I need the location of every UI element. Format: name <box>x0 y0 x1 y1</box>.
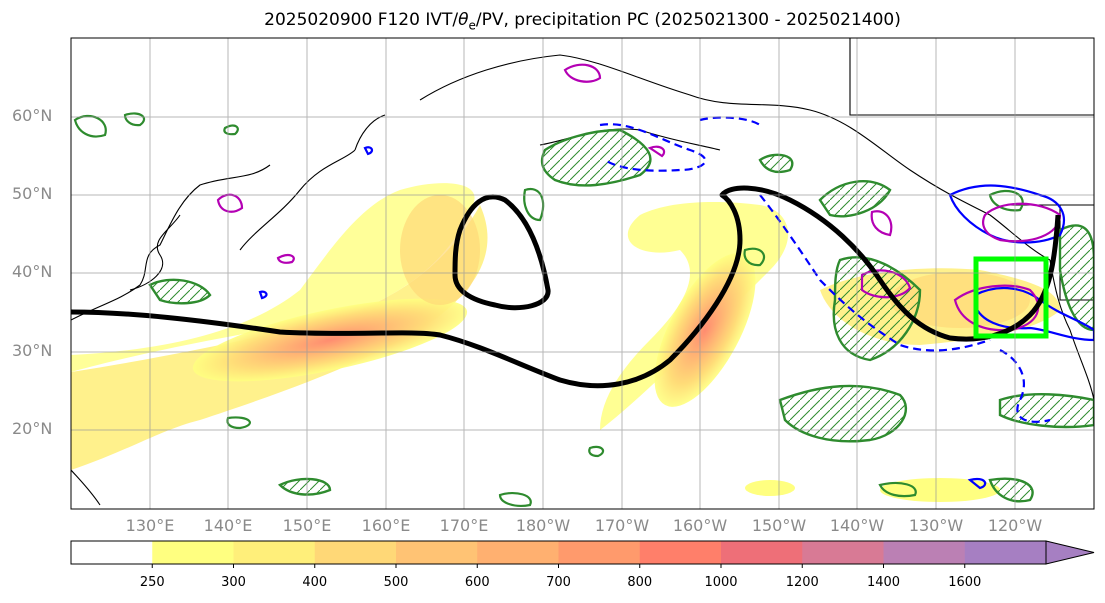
colorbar-segment <box>558 541 641 564</box>
colorbar-segment <box>802 541 884 564</box>
colorbar-tick-label: 600 <box>464 575 490 590</box>
colorbar-segment <box>477 541 559 564</box>
lon-label-140e: 140°E <box>203 516 253 535</box>
lon-label-130e: 130°E <box>125 516 175 535</box>
colorbar-tick-label: 700 <box>546 575 571 590</box>
colorbar-segment <box>152 541 234 564</box>
colorbar-segment <box>639 541 722 564</box>
lat-label-20n: 20°N <box>12 419 53 438</box>
colorbar-tick-label: 250 <box>139 575 165 590</box>
colorbar-tick-label: 500 <box>383 575 409 590</box>
colorbar-tick-label: 1200 <box>785 575 819 590</box>
colorbar-segment <box>71 541 153 564</box>
lat-label-30n: 30°N <box>12 341 53 360</box>
lon-label-140w: 140°W <box>829 516 885 535</box>
colorbar-extend-arrow <box>1045 540 1095 565</box>
target-region-box <box>973 256 1049 339</box>
lon-label-180w: 180°W <box>515 516 571 535</box>
colorbar-segment <box>233 541 316 564</box>
map-title: 2025020900 F120 IVT/θe/PV, precipitation… <box>264 10 901 33</box>
colorbar-tick-label: 300 <box>221 575 246 590</box>
lon-label-170w: 170°W <box>594 516 650 535</box>
lon-label-120w: 120°W <box>987 516 1043 535</box>
colorbar-segment <box>883 541 966 564</box>
gridlines <box>71 38 1094 509</box>
lat-label-50n: 50°N <box>12 184 53 203</box>
colorbar-segment <box>964 541 1047 564</box>
map-frame <box>70 37 1095 510</box>
precip-contours-small <box>73 112 1024 507</box>
precip-contours <box>148 128 1094 503</box>
lon-label-160w: 160°W <box>672 516 728 535</box>
colorbar-tick-label: 1600 <box>948 575 982 590</box>
colorbar-segment <box>396 541 478 564</box>
lat-label-60n: 60°N <box>12 106 53 125</box>
colorbar-segment <box>314 541 397 564</box>
colorbar-tick-label: 1400 <box>866 575 901 590</box>
lon-label-160e: 160°E <box>361 516 411 535</box>
colorbar-segment <box>721 541 803 564</box>
colorbar <box>70 540 1095 568</box>
colorbar-tick-label: 800 <box>627 575 653 590</box>
lon-label-130w: 130°W <box>908 516 964 535</box>
lon-label-150e: 150°E <box>282 516 332 535</box>
colorbar-tick-label: 400 <box>302 575 328 590</box>
ivt-shading <box>71 183 1060 502</box>
colorbar-tick-label: 1000 <box>704 575 738 590</box>
lon-label-170e: 170°E <box>439 516 489 535</box>
lon-label-150w: 150°W <box>751 516 807 535</box>
lat-label-40n: 40°N <box>12 262 53 281</box>
